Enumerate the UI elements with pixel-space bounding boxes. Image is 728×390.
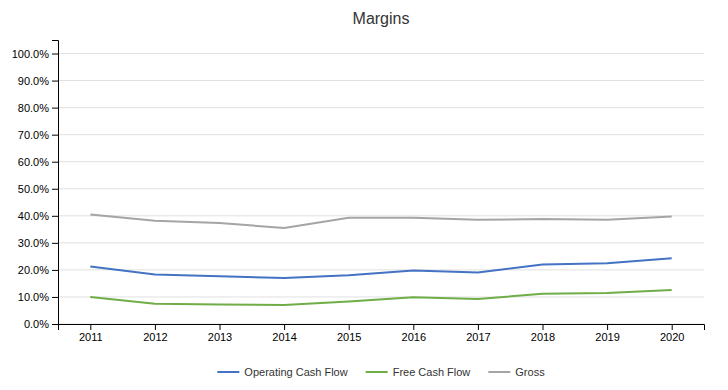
y-tick-mark — [52, 135, 58, 136]
y-tick-mark — [52, 324, 58, 325]
x-tick-mark — [543, 324, 544, 330]
y-tick: 20.0% — [18, 264, 58, 276]
legend-swatch — [217, 371, 239, 373]
y-tick: 90.0% — [18, 75, 58, 87]
y-tick: 30.0% — [18, 237, 58, 249]
legend: Operating Cash Flow Free Cash Flow Gross — [217, 366, 545, 378]
y-tick-mark — [52, 54, 58, 55]
y-tick-label: 10.0% — [18, 291, 49, 303]
chart: Margins 0.0% 10.0% 20.0% 30.0% 40.0% 50.0% 60.0… — [0, 0, 728, 390]
y-tick-label: 80.0% — [18, 102, 49, 114]
x-tick: 2014 — [272, 324, 296, 343]
x-tick: 2015 — [337, 324, 361, 343]
x-tick-mark — [90, 324, 91, 330]
legend-label: Operating Cash Flow — [244, 366, 347, 378]
lines — [90, 214, 671, 305]
x-tick-label: 2013 — [208, 331, 232, 343]
y-tick-label: 60.0% — [18, 156, 49, 168]
legend-label: Free Cash Flow — [393, 366, 471, 378]
y-tick-mark — [52, 108, 58, 109]
x-tick-label: 2020 — [660, 331, 684, 343]
y-tick-mark — [52, 81, 58, 82]
x-tick: 2013 — [208, 324, 232, 343]
x-tick-label: 2019 — [595, 331, 619, 343]
x-tick-mark — [478, 324, 479, 330]
x-tick-label: 2011 — [79, 331, 103, 343]
y-tick-mark — [52, 162, 58, 163]
grid-line — [58, 296, 704, 297]
x-tick-mark — [220, 324, 221, 330]
x-tick-mark — [672, 324, 673, 330]
x-tick-mark — [349, 324, 350, 330]
legend-item: Gross — [488, 366, 545, 378]
grid-line — [58, 80, 704, 81]
x-tick-mark — [284, 324, 285, 330]
legend-swatch — [366, 371, 388, 373]
grid-line — [58, 269, 704, 270]
x-tick: 2017 — [466, 324, 490, 343]
y-tick-mark — [52, 216, 58, 217]
axis-line — [59, 325, 705, 331]
plot: 0.0% 10.0% 20.0% 30.0% 40.0% 50.0% 60.0% 70.0% 8… — [12, 41, 705, 343]
y-tick: 60.0% — [18, 156, 58, 168]
y-tick-label: 30.0% — [18, 237, 49, 249]
x-tick-label: 2014 — [272, 331, 296, 343]
x-tick: 2016 — [402, 324, 426, 343]
x-tick-mark — [155, 324, 156, 330]
y-tick-mark — [52, 270, 58, 271]
title: Margins — [353, 10, 410, 27]
y-tick-mark — [52, 189, 58, 190]
grid — [58, 54, 704, 324]
grid-line — [58, 242, 704, 243]
x-tick: 2011 — [79, 324, 103, 343]
x-tick: 2020 — [660, 324, 684, 343]
x-tick-mark — [607, 324, 608, 330]
legend-item: Operating Cash Flow — [217, 366, 347, 378]
x-tick-label: 2017 — [466, 331, 490, 343]
grid-line — [58, 161, 704, 162]
legend-label: Gross — [515, 366, 545, 378]
axis-line — [52, 41, 59, 325]
legend-item: Free Cash Flow — [366, 366, 471, 378]
x-tick-label: 2018 — [531, 331, 555, 343]
y-tick: 0.0% — [24, 318, 58, 330]
y-tick: 10.0% — [18, 291, 58, 303]
grid-line — [58, 107, 704, 108]
y-tick-label: 100.0% — [12, 48, 50, 60]
x-tick: 2012 — [143, 324, 167, 343]
series-line — [90, 290, 671, 305]
series-line — [90, 258, 671, 278]
y-axis: 0.0% 10.0% 20.0% 30.0% 40.0% 50.0% 60.0% 70.0% 8… — [12, 41, 59, 331]
grid-line — [58, 134, 704, 135]
x-tick-label: 2012 — [143, 331, 167, 343]
grid-line — [58, 53, 704, 54]
x-tick-label: 2015 — [337, 331, 361, 343]
x-tick-label: 2016 — [402, 331, 426, 343]
x-tick: 2019 — [595, 324, 619, 343]
y-tick: 70.0% — [18, 129, 58, 141]
y-tick-label: 40.0% — [18, 210, 49, 222]
y-tick-mark — [52, 297, 58, 298]
y-tick-mark — [52, 243, 58, 244]
y-tick-label: 0.0% — [24, 318, 49, 330]
grid-line — [58, 215, 704, 216]
legend-swatch — [488, 371, 510, 373]
y-tick: 80.0% — [18, 102, 58, 114]
y-tick: 40.0% — [18, 210, 58, 222]
y-tick-label: 20.0% — [18, 264, 49, 276]
y-tick-label: 70.0% — [18, 129, 49, 141]
grid-line — [58, 188, 704, 189]
series-line — [90, 214, 671, 228]
y-tick-label: 90.0% — [18, 75, 49, 87]
y-tick: 50.0% — [18, 183, 58, 195]
x-axis: 2011 2012 2013 2014 2015 2016 2017 2018 2019 2020 — [59, 324, 705, 343]
x-tick: 2018 — [531, 324, 555, 343]
y-tick: 100.0% — [12, 48, 58, 60]
x-tick-mark — [413, 324, 414, 330]
y-tick-label: 50.0% — [18, 183, 49, 195]
